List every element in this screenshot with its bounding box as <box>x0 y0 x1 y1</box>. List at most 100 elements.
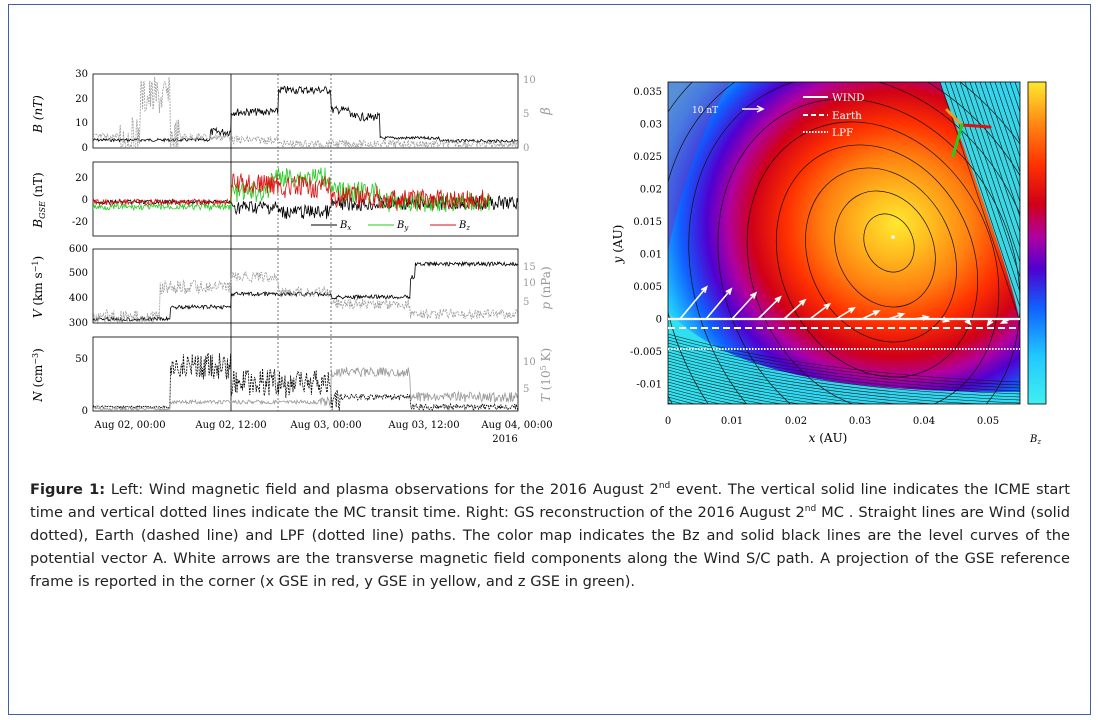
field-arrow <box>731 291 758 320</box>
contour-line <box>964 82 1020 248</box>
contour-line <box>668 381 766 404</box>
tick: 400 <box>69 293 88 304</box>
contour-line <box>834 190 936 308</box>
contour-line <box>1020 72 1045 82</box>
caption-text-2: event. The vertical solid line indicates… <box>30 481 1070 521</box>
contour-line <box>668 375 802 404</box>
panel-v-ylabel: V (km s−1) <box>31 256 45 318</box>
caption-sup-1: nd <box>658 481 671 492</box>
contour-line <box>1020 72 1040 82</box>
field-arrow <box>999 317 1011 324</box>
tick: 5 <box>523 109 529 120</box>
contour-line <box>984 82 1020 188</box>
legend-wind: WIND <box>832 92 865 104</box>
contour-line <box>1020 72 1035 82</box>
arrow-scale-label: 10 nT <box>692 106 718 116</box>
panel-b-ylabel: B (nT) <box>31 95 45 134</box>
contour-line <box>668 366 871 404</box>
xtick: Aug 03, 12:00 <box>387 420 459 431</box>
caption-lead: Figure 1: <box>30 481 106 498</box>
right-yticks: 0 5 10 5 10 15 5 10 <box>523 75 536 395</box>
contour-line <box>668 372 823 404</box>
contour-line <box>974 82 1020 218</box>
panel-b-ylabel-right: β <box>539 107 554 116</box>
beta-series <box>93 77 518 148</box>
map-xtick: 0.03 <box>849 416 871 427</box>
contour-line <box>775 144 979 378</box>
tick: 0 <box>82 195 88 206</box>
map-ytick: 0.035 <box>633 87 662 98</box>
panel-b-frame <box>92 73 519 149</box>
contour-line <box>668 336 1020 386</box>
tick: 500 <box>69 268 88 279</box>
arrow-scale: 10 nT <box>692 105 765 116</box>
contour-line <box>989 82 1020 173</box>
tick: 10 <box>523 278 536 289</box>
contour-line <box>668 339 1020 389</box>
contour-line <box>999 82 1020 143</box>
contour-line <box>1014 82 1020 98</box>
contour-line <box>668 369 845 404</box>
velocity-series <box>93 260 518 322</box>
field-arrow <box>939 316 951 323</box>
map-xticks: 0 0.01 0.02 0.03 0.04 0.05 <box>665 416 999 427</box>
map-ytick: -0.01 <box>636 380 662 391</box>
legend-bx: Bx <box>339 220 351 232</box>
contour-line <box>863 213 915 273</box>
panel-n-ylabel: N (cm−3) <box>31 348 45 403</box>
contour-line <box>1004 82 1020 128</box>
field-arrow <box>913 314 931 321</box>
contour-line <box>668 384 750 404</box>
map-ytick: 0.01 <box>640 250 662 261</box>
contour-line <box>954 82 1020 278</box>
map-xtick: 0.02 <box>785 416 807 427</box>
year-label: 2016 <box>492 434 517 445</box>
panel-v-frame <box>92 248 519 324</box>
contour-line <box>939 82 1020 323</box>
event-lines <box>230 74 332 411</box>
tick: 600 <box>69 244 88 255</box>
contour-line <box>994 82 1020 158</box>
panel-bgse-ylabel: BGSE (nT) <box>31 172 47 228</box>
tick: 20 <box>75 173 88 184</box>
contour-line <box>717 98 1020 404</box>
tick: 300 <box>69 318 88 329</box>
left-yticks: 0 10 20 30 -20 0 20 300 400 500 600 0 50 <box>69 69 88 417</box>
map-xtick: 0.01 <box>721 416 743 427</box>
map-ytick: 0.03 <box>640 120 662 131</box>
colorbar-label: Bz <box>1029 434 1041 446</box>
contour-line <box>668 357 984 404</box>
xtick: Aug 02, 12:00 <box>194 420 266 431</box>
tick: 20 <box>75 94 88 105</box>
field-arrow <box>679 285 708 320</box>
tick: 5 <box>523 297 529 308</box>
contour-line <box>979 82 1020 203</box>
caption-text-1: Left: Wind magnetic field and plasma obs… <box>105 481 659 498</box>
contour-line <box>668 348 1020 398</box>
map-ytick: 0.015 <box>633 217 662 228</box>
bz-series <box>93 173 490 212</box>
panel-v-ylabel-right: p (nPa) <box>539 266 553 309</box>
bz-colormap <box>668 72 1045 404</box>
tick: 10 <box>75 118 88 129</box>
bgse-legend: Bx By Bz <box>311 220 470 232</box>
contour-line <box>668 378 783 404</box>
tick: -20 <box>72 217 88 228</box>
field-arrow <box>964 318 972 326</box>
legend-earth: Earth <box>832 110 862 122</box>
tick: 15 <box>523 262 536 273</box>
contour-line <box>668 342 1020 392</box>
contour-line <box>1009 82 1020 113</box>
contour-line <box>668 354 1020 404</box>
tick: 30 <box>75 69 88 80</box>
map-xlabel: x (AU) <box>809 431 848 445</box>
temperature-series <box>93 367 518 411</box>
contour-line <box>668 390 722 404</box>
map-xtick: 0.05 <box>977 416 999 427</box>
colorbar <box>1027 81 1047 405</box>
xtick: Aug 04, 00:00 <box>480 420 552 431</box>
field-arrow <box>835 306 856 320</box>
map-frame <box>667 81 1021 405</box>
gs-reconstruction-map: 10 nT WIND Earth LPF Bz 0.0350.030.0250.… <box>611 72 1047 446</box>
legend-lpf: LPF <box>832 127 853 139</box>
